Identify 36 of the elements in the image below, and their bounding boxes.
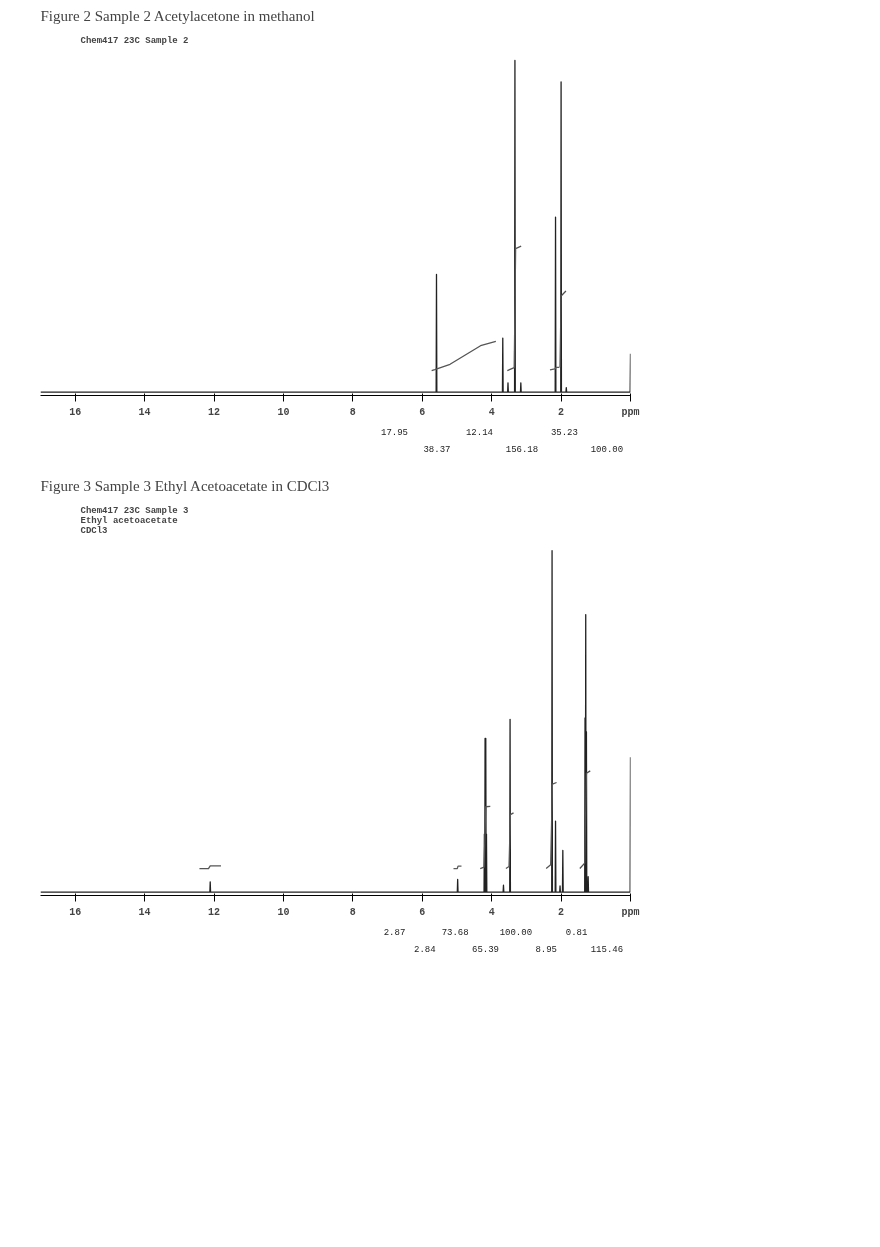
chart-subtitle: Chem417 23C Sample 3 Ethyl acetoacetate CDCl3: [80, 505, 189, 536]
x-tick-label: 16: [69, 906, 82, 918]
x-tick-label: ppm: [621, 906, 640, 918]
text: 35.23: [550, 427, 578, 438]
text: 12.14: [465, 427, 493, 438]
chart-subtitle: Chem417 23C Sample 2: [80, 35, 189, 46]
text: 115.46: [590, 944, 624, 955]
x-tick-label: 6: [419, 906, 426, 918]
x-tick-label: 12: [208, 906, 221, 918]
text: 0.81: [565, 927, 588, 938]
text: 17.95: [381, 427, 409, 438]
x-tick-label: 6: [419, 406, 426, 418]
x-tick-label: 14: [138, 906, 151, 918]
x-tick-label: 8: [349, 906, 356, 918]
x-tick-label: 2: [558, 406, 565, 418]
text: 2.87: [383, 927, 406, 938]
text: 156.18: [505, 444, 539, 455]
text: 100.00: [499, 927, 533, 938]
text: 38.37: [423, 444, 451, 455]
x-tick-label: 8: [349, 406, 356, 418]
x-tick-label: 10: [277, 406, 290, 418]
x-tick-label: 4: [488, 906, 495, 918]
chart-title: Figure 2 Sample 2 Acetylacetone in methanol: [40, 7, 315, 24]
text: 8.95: [535, 944, 558, 955]
x-tick-label: 16: [69, 406, 82, 418]
x-tick-label: 10: [277, 906, 290, 918]
text: 100.00: [590, 444, 624, 455]
chart-title: Figure 3 Sample 3 Ethyl Acetoacetate in CDCl3: [40, 477, 330, 494]
text: 73.68: [441, 927, 469, 938]
x-tick-label: ppm: [621, 406, 640, 418]
x-tick-label: 12: [208, 406, 221, 418]
x-tick-label: 14: [138, 406, 151, 418]
text: 2.84: [414, 944, 436, 955]
text: 65.39: [472, 944, 500, 955]
x-tick-label: 2: [558, 906, 565, 918]
x-tick-label: 4: [488, 406, 495, 418]
